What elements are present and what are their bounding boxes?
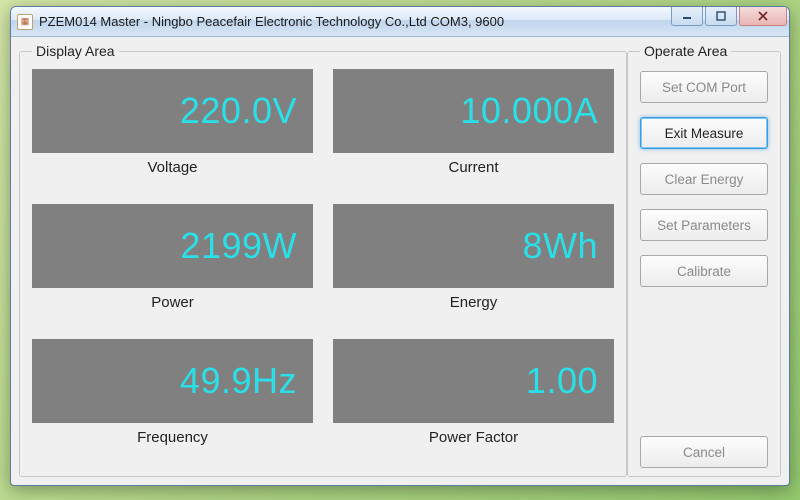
set-parameters-button[interactable]: Set Parameters <box>640 209 768 241</box>
operate-spacer <box>640 287 768 436</box>
readout-caption: Voltage <box>147 159 197 176</box>
readout-caption: Energy <box>450 294 498 311</box>
set-com-port-button[interactable]: Set COM Port <box>640 71 768 103</box>
readout-caption: Frequency <box>137 429 208 446</box>
app-window: ▦ PZEM014 Master - Ningbo Peacefair Elec… <box>10 6 790 486</box>
calibrate-button[interactable]: Calibrate <box>640 255 768 287</box>
readout-panel: 8Wh <box>333 204 614 288</box>
window-title: PZEM014 Master - Ningbo Peacefair Electr… <box>39 14 504 29</box>
operate-buttons-column: Set COM Port Exit Measure Clear Energy S… <box>640 69 768 468</box>
readout-energy: 8Wh Energy <box>333 204 614 333</box>
readout-panel: 10.000A <box>333 69 614 153</box>
readout-voltage: 220.0V Voltage <box>32 69 313 198</box>
minimize-button[interactable] <box>671 6 703 26</box>
close-button[interactable] <box>739 6 787 26</box>
operate-buttons: Set COM Port Exit Measure Clear Energy S… <box>640 69 768 287</box>
readout-panel: 2199W <box>32 204 313 288</box>
readout-current: 10.000A Current <box>333 69 614 198</box>
readout-value: 1.00 <box>526 360 598 402</box>
window-controls <box>669 6 787 26</box>
readout-grid: 220.0V Voltage 10.000A Current 2199W Pow… <box>32 69 614 468</box>
readout-caption: Current <box>448 159 498 176</box>
operate-area-legend: Operate Area <box>640 43 731 59</box>
readout-value: 49.9Hz <box>180 360 297 402</box>
readout-power: 2199W Power <box>32 204 313 333</box>
maximize-button[interactable] <box>705 6 737 26</box>
readout-panel: 49.9Hz <box>32 339 313 423</box>
readout-value: 220.0V <box>180 90 297 132</box>
readout-power-factor: 1.00 Power Factor <box>333 339 614 468</box>
readout-value: 2199W <box>180 225 297 267</box>
readout-panel: 220.0V <box>32 69 313 153</box>
cancel-button[interactable]: Cancel <box>640 436 768 468</box>
readout-frequency: 49.9Hz Frequency <box>32 339 313 468</box>
readout-caption: Power <box>151 294 194 311</box>
client-area: Display Area 220.0V Voltage 10.000A Curr… <box>19 43 781 477</box>
readout-value: 10.000A <box>460 90 598 132</box>
display-area-group: Display Area 220.0V Voltage 10.000A Curr… <box>19 43 627 477</box>
titlebar[interactable]: ▦ PZEM014 Master - Ningbo Peacefair Elec… <box>11 7 789 37</box>
clear-energy-button[interactable]: Clear Energy <box>640 163 768 195</box>
app-icon: ▦ <box>17 14 33 30</box>
readout-panel: 1.00 <box>333 339 614 423</box>
display-area-legend: Display Area <box>32 43 119 59</box>
readout-value: 8Wh <box>522 225 598 267</box>
exit-measure-button[interactable]: Exit Measure <box>640 117 768 149</box>
operate-area-group: Operate Area Set COM Port Exit Measure C… <box>627 43 781 477</box>
readout-caption: Power Factor <box>429 429 518 446</box>
